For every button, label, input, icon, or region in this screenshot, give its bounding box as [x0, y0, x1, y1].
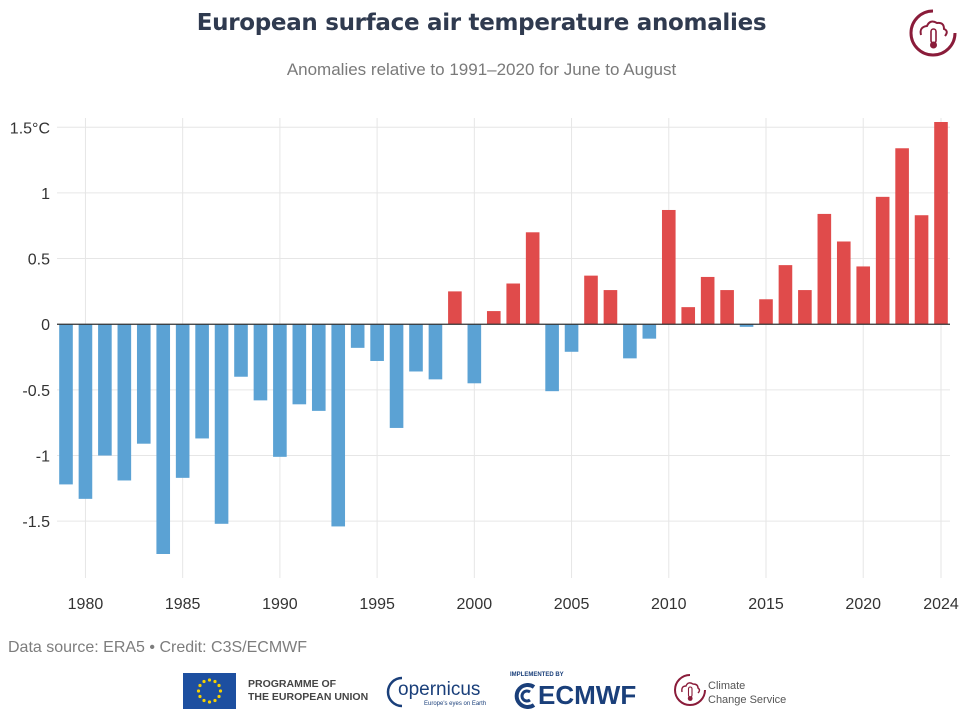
y-tick-label: 0: [41, 317, 50, 334]
bar-2024: [934, 122, 948, 325]
bar-2007: [603, 290, 618, 325]
bar-1992: [311, 324, 326, 411]
y-tick-label: 1.5°C: [10, 120, 50, 137]
copernicus-logo: opernicus Europe's eyes on Earth: [386, 672, 486, 712]
bar-2010: [661, 209, 676, 325]
bar-2023: [914, 215, 929, 325]
chart-subtitle: Anomalies relative to 1991–2020 for June…: [286, 60, 677, 79]
bar-1983: [136, 324, 151, 444]
bar-1984: [156, 324, 171, 554]
ecmwf-wordmark: ECMWF: [538, 680, 637, 710]
eu-programme-logo-text: PROGRAMME OF THE EUROPEAN UNION: [248, 678, 368, 704]
bar-1991: [292, 324, 307, 405]
x-tick-label: 1980: [68, 596, 104, 613]
bar-chart: 1.5°C 1 0.5 0 -0.5 -1 -1.5 1980 1985 1990 1995 200…: [10, 118, 959, 613]
eu-flag-icon: [183, 673, 236, 709]
bar-2019: [836, 241, 851, 325]
c3s-thermometer-icon: [909, 9, 957, 57]
bar-1989: [253, 324, 268, 401]
y-tick-label: -1: [36, 449, 50, 466]
bar-1987: [214, 324, 229, 524]
bar-2017: [798, 290, 812, 325]
x-tick-label: 1995: [359, 596, 395, 613]
grid-lines: [57, 118, 950, 578]
bar-1979: [59, 324, 73, 485]
x-tick-label: 2020: [845, 596, 881, 613]
bar-2001: [486, 311, 501, 325]
c3s-line2: Change Service: [708, 694, 787, 706]
y-tick-label: -0.5: [22, 383, 50, 400]
bars: [59, 122, 948, 554]
x-tick-labels: 1980 1985 1990 1995 2000 2005 2010 2015 2020 2024: [68, 596, 959, 613]
chart-title: European surface air temperature anomali…: [196, 10, 767, 36]
bar-1981: [98, 324, 112, 456]
eu-programme-line1: PROGRAMME OF: [248, 678, 337, 690]
bar-1998: [428, 324, 443, 380]
y-tick-labels: 1.5°C 1 0.5 0 -0.5 -1 -1.5: [10, 120, 50, 531]
c3s-logo-icon: [674, 674, 706, 706]
bar-2022: [895, 148, 909, 325]
bar-1980: [78, 324, 93, 499]
bar-2021: [875, 196, 890, 325]
bar-1995: [370, 324, 384, 361]
bar-2000: [467, 324, 482, 384]
bar-1985: [175, 324, 190, 478]
bar-1999: [448, 291, 462, 325]
bar-2011: [681, 307, 696, 325]
ecmwf-implemented-by: IMPLEMENTED BY: [510, 672, 564, 678]
bar-2005: [564, 324, 579, 352]
x-tick-label: 1985: [165, 596, 201, 613]
bar-2008: [623, 324, 637, 359]
data-source-credit: Data source: ERA5 • Credit: C3S/ECMWF: [8, 639, 308, 656]
bar-1982: [117, 324, 132, 481]
x-tick-label: 2005: [554, 596, 590, 613]
y-tick-label: 0.5: [28, 252, 50, 269]
bar-2013: [720, 290, 734, 325]
x-tick-label: 2010: [651, 596, 687, 613]
copernicus-wordmark: opernicus: [398, 679, 481, 700]
c3s-logo-text: Climate Change Service: [708, 679, 786, 707]
eu-programme-line2: THE EUROPEAN UNION: [248, 691, 369, 703]
bar-2012: [700, 276, 715, 325]
bar-2003: [525, 232, 540, 325]
bar-1994: [350, 324, 365, 348]
bar-1986: [195, 324, 209, 439]
bar-2016: [778, 265, 793, 325]
bar-1988: [234, 324, 248, 377]
bar-1996: [389, 324, 404, 428]
x-tick-label: 1990: [262, 596, 298, 613]
x-tick-label: 2024: [923, 596, 959, 613]
bar-1990: [273, 324, 287, 457]
ecmwf-swirl-icon: [514, 683, 536, 709]
copernicus-tagline: Europe's eyes on Earth: [424, 701, 487, 707]
bar-2018: [817, 213, 832, 325]
y-tick-label: 1: [41, 186, 50, 203]
bar-2009: [642, 324, 657, 339]
bar-2002: [506, 283, 521, 325]
bar-1993: [331, 324, 346, 527]
ecmwf-logo: IMPLEMENTED BY ECMWF: [510, 672, 650, 712]
bar-2015: [759, 299, 773, 325]
x-tick-label: 2000: [457, 596, 493, 613]
bar-2014: [739, 324, 754, 327]
bar-2006: [584, 275, 598, 325]
x-tick-label: 2015: [748, 596, 784, 613]
c3s-line1: Climate: [708, 680, 746, 692]
y-tick-label: -1.5: [22, 514, 50, 531]
bar-2020: [856, 266, 871, 325]
bar-1997: [409, 324, 423, 372]
bar-2004: [545, 324, 559, 392]
